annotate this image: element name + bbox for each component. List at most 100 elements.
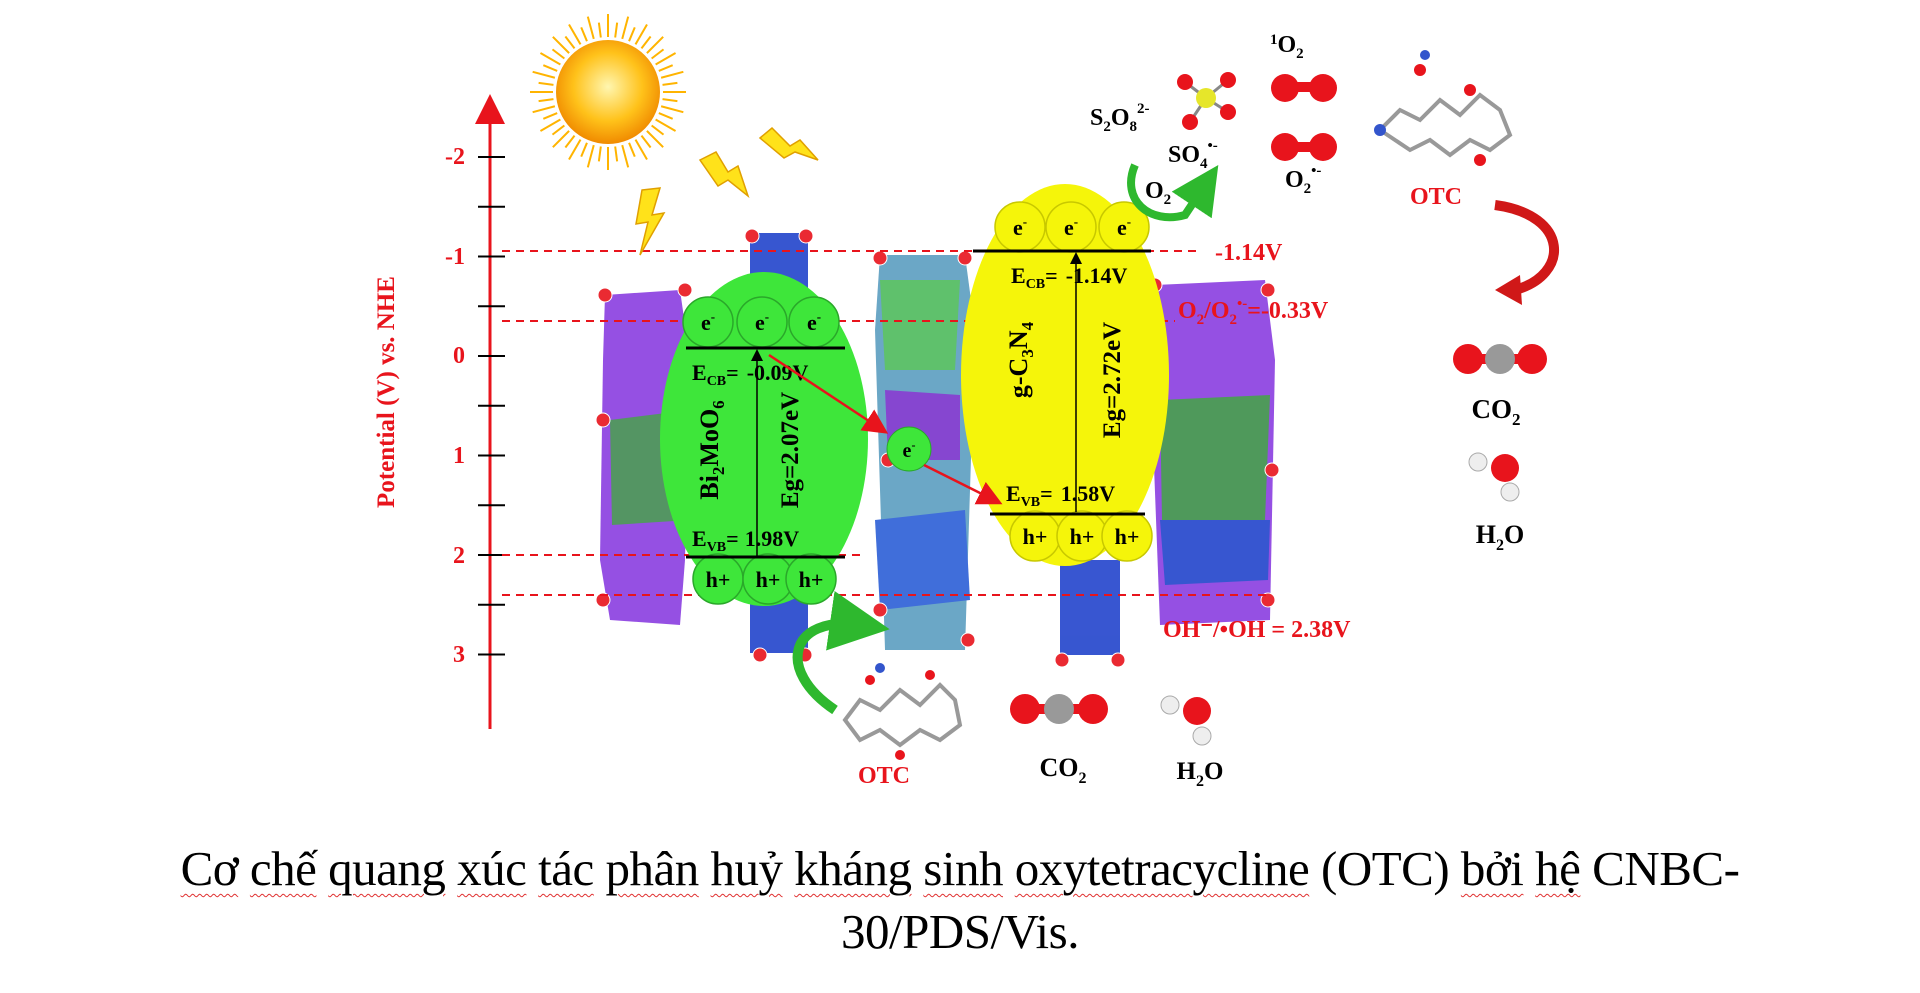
electron-label: e- [1064,214,1078,240]
bi2moo6-band: e- e- e- h+ h+ h+ ECB= -0.09V EVB= 1.98V B… [660,272,868,606]
cb-potential-label: -1.14V [1215,240,1283,266]
sun-ray [655,52,677,66]
gc3n4-band: e- e- e- h+ h+ h+ ECB= -1.14V EVB= 1.58V g… [961,184,1169,566]
sun-ray [539,118,561,132]
sun-ray [542,64,558,72]
svg-text:OTC: OTC [1410,184,1462,210]
water-molecule-icon [1468,452,1520,502]
sun-ray [538,98,554,103]
co2-label: CO2 [1040,753,1087,787]
sun-ray [640,35,652,49]
sun-ray [580,142,588,158]
sun-ray [542,112,558,120]
red-arrowhead-icon [1495,275,1522,305]
bi2moo6-eg: Eg=2.07eV [777,392,804,508]
caption-word: hệ [1535,841,1581,896]
co2-molecule-icon [1453,344,1547,374]
bi2moo6-name: Bi2MoO6 [695,400,728,499]
electron-label: e- [1117,214,1131,240]
caption-word: tác [538,841,594,896]
sun-ray [586,144,595,168]
caption-word: quang [328,841,446,896]
gc3n4-eg: Eg=2.72eV [1099,322,1126,438]
axis-tick-label: -1 [445,244,465,270]
sun-ray [539,52,561,66]
electron-transfer: e- [768,353,1003,505]
sun-ray [532,70,556,79]
electron-label: e- [1013,214,1027,240]
o2-couple-label: O2/O2•-=-0.33V [1178,296,1329,328]
sun-ray [551,48,565,60]
sun-ray [651,124,665,136]
sun-ray [646,36,664,54]
h2o-label: H2O [1476,520,1524,554]
axis-tick-label: 2 [453,543,465,569]
persulfate-activation: S2O82- SO4•- O2 1O2 O2•- OTC [1090,32,1462,210]
sun-icon [530,14,686,170]
sun-ray [658,112,674,120]
oxygen-molecule-icon [1271,74,1337,102]
green-curved-arrow-icon [1127,163,1219,222]
figure-caption-line1: Cơ chế quang xúc tác phân huỷ kháng sinh… [0,840,1920,897]
axis-tick-label: 0 [453,343,465,369]
svg-text:e-: e- [903,438,916,462]
sun-ray [597,22,602,38]
caption-word: xúc [457,841,527,896]
hole-label: h+ [799,567,824,592]
sun-ray [655,118,677,132]
sun-ray [586,16,595,40]
otc-molecule-icon [842,663,963,760]
sulfate-molecule-icon [1177,72,1236,130]
electron-label: e- [701,309,715,335]
caption-word: sinh [923,841,1003,896]
caption-word: Cơ [180,841,239,896]
sun-ray [552,130,570,148]
caption-word: kháng [794,841,912,896]
sun-ray [568,23,582,45]
caption-word: phân [605,841,700,896]
sun-ray [628,26,636,42]
caption-word: chế [249,841,317,896]
hole-label: h+ [706,567,731,592]
svg-text:O2•-: O2•- [1285,163,1321,197]
sun-ray [597,146,602,162]
sun-ray [614,22,619,38]
sun-ray [628,142,636,158]
red-curved-arrow-icon [1494,200,1559,295]
sun-ray [634,139,648,161]
electron-label: e- [807,309,821,335]
hole-label: h+ [1115,524,1140,549]
potential-axis: -2 -1 0 1 2 3 Potential (V) vs. NHE [373,94,505,729]
svg-text:SO4•-: SO4•- [1168,138,1218,172]
sun-ray [658,64,674,72]
axis-tick-label: -2 [445,144,465,170]
hole-label: h+ [756,567,781,592]
svg-text:S2O82-: S2O82- [1090,101,1150,135]
h2o-label: H2O [1177,758,1224,790]
hole-label: h+ [1070,524,1095,549]
figure-caption-line2: 30/PDS/Vis. [841,904,1080,959]
gc3n4-name: g-C3N4 [1004,321,1037,398]
caption-word: huỷ [710,841,784,896]
sun-ray [662,98,678,103]
sun-ray [564,35,576,49]
gc3n4-evb: EVB= 1.58V [1006,481,1115,510]
sun-ray [634,23,648,45]
sun-ray [660,70,684,79]
sun-ray [564,135,576,149]
sun-ray [662,81,678,86]
sun-ray [580,26,588,42]
sun-ray [640,135,652,149]
sun-ray [621,16,630,40]
oxygen-molecule-icon [1271,133,1337,161]
bi2moo6-evb: EVB= 1.98V [692,526,799,555]
caption-word: CNBC- [1592,841,1740,896]
sun-ray [651,48,665,60]
axis-tick-label: 1 [453,443,465,469]
sun-ray [538,81,554,86]
axis-label: Potential (V) vs. NHE [373,276,400,508]
hole-label: h+ [1023,524,1048,549]
sun-ray [621,144,630,168]
water-molecule-icon [1160,695,1212,746]
